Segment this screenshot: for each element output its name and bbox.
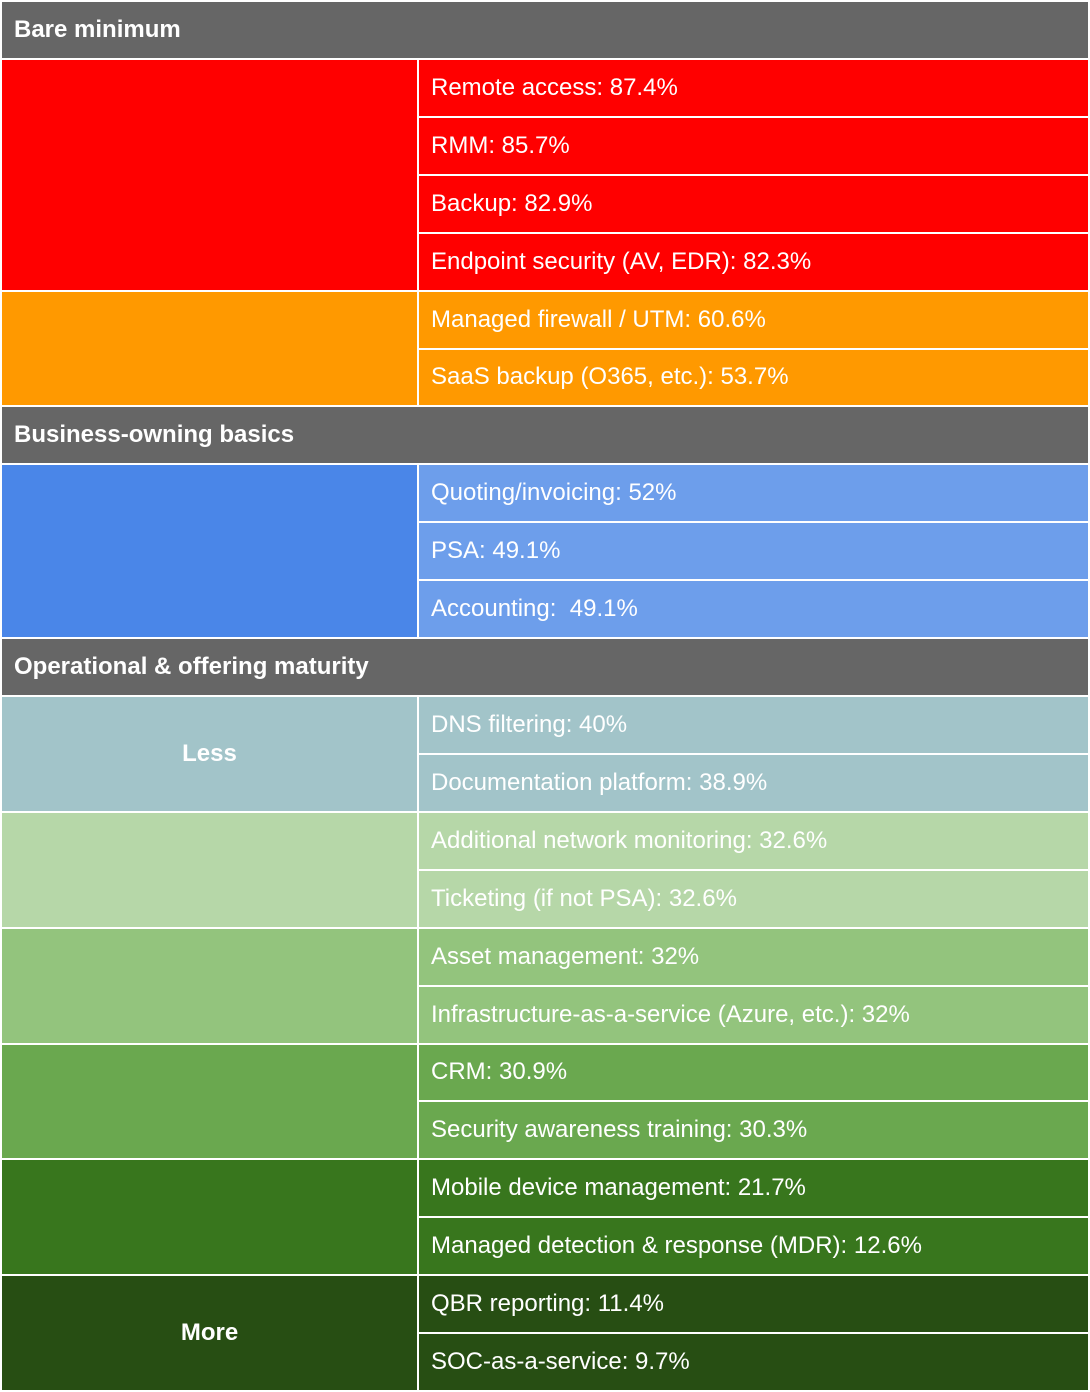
group-label bbox=[2, 465, 417, 638]
section-header: Bare minimum bbox=[2, 2, 1088, 58]
item: Mobile device management: 21.7% bbox=[419, 1160, 1088, 1217]
item: RMM: 85.7% bbox=[419, 117, 1088, 174]
group-label bbox=[2, 1044, 417, 1159]
item: Remote access: 87.4% bbox=[419, 59, 1088, 116]
item: Infrastructure-as-a-service (Azure, etc.… bbox=[419, 986, 1088, 1043]
section-header: Operational & offering maturity bbox=[2, 639, 1088, 695]
item: Managed detection & response (MDR): 12.6… bbox=[419, 1218, 1088, 1275]
group-label: Less bbox=[2, 697, 417, 811]
item: Quoting/invoicing: 52% bbox=[419, 465, 1088, 522]
item: Endpoint security (AV, EDR): 82.3% bbox=[419, 233, 1088, 290]
item: Documentation platform: 38.9% bbox=[419, 754, 1088, 811]
group-label: More bbox=[2, 1276, 417, 1390]
item: Security awareness training: 30.3% bbox=[419, 1102, 1088, 1159]
item: Managed firewall / UTM: 60.6% bbox=[419, 291, 1088, 348]
group-label bbox=[2, 812, 417, 927]
item: SOC-as-a-service: 9.7% bbox=[419, 1334, 1088, 1390]
item: PSA: 49.1% bbox=[419, 523, 1088, 580]
item: Accounting: 49.1% bbox=[419, 581, 1088, 638]
item: Additional network monitoring: 32.6% bbox=[419, 812, 1088, 869]
item: SaaS backup (O365, etc.): 53.7% bbox=[419, 349, 1088, 406]
item: CRM: 30.9% bbox=[419, 1044, 1088, 1101]
group-label bbox=[2, 1160, 417, 1275]
section-header: Business-owning basics bbox=[2, 407, 1088, 464]
item: Backup: 82.9% bbox=[419, 175, 1088, 232]
item: DNS filtering: 40% bbox=[419, 697, 1088, 753]
item: Ticketing (if not PSA): 32.6% bbox=[419, 870, 1088, 927]
group-label bbox=[2, 928, 417, 1043]
group-label bbox=[2, 59, 417, 290]
item: QBR reporting: 11.4% bbox=[419, 1276, 1088, 1333]
item: Asset management: 32% bbox=[419, 928, 1088, 985]
group-label bbox=[2, 291, 417, 406]
